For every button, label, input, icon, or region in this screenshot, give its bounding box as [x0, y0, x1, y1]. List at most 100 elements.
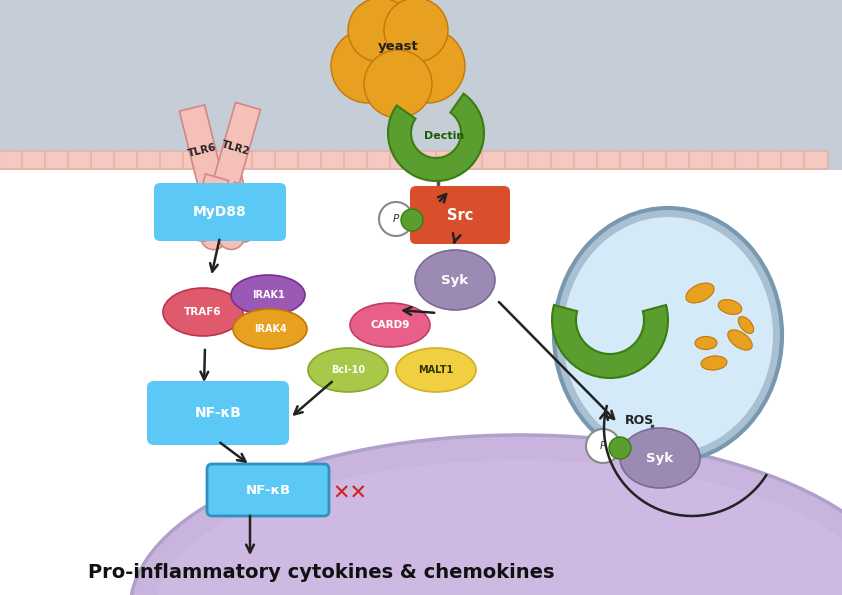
Text: NF-κB: NF-κB: [245, 484, 290, 496]
FancyBboxPatch shape: [45, 151, 69, 169]
Wedge shape: [552, 305, 668, 378]
Circle shape: [391, 29, 465, 103]
FancyBboxPatch shape: [147, 381, 289, 445]
FancyBboxPatch shape: [413, 151, 437, 169]
Polygon shape: [214, 102, 260, 186]
FancyBboxPatch shape: [183, 151, 207, 169]
FancyBboxPatch shape: [68, 151, 92, 169]
Ellipse shape: [189, 215, 216, 241]
Text: ✕✕: ✕✕: [333, 484, 367, 504]
Circle shape: [384, 0, 448, 62]
Polygon shape: [195, 174, 228, 220]
Circle shape: [331, 29, 405, 103]
FancyBboxPatch shape: [91, 151, 115, 169]
Ellipse shape: [350, 303, 430, 347]
Circle shape: [401, 209, 423, 231]
Ellipse shape: [308, 348, 388, 392]
FancyBboxPatch shape: [643, 151, 667, 169]
Polygon shape: [179, 105, 224, 189]
Ellipse shape: [695, 337, 717, 349]
FancyBboxPatch shape: [0, 151, 23, 169]
Wedge shape: [388, 93, 484, 181]
FancyBboxPatch shape: [459, 151, 483, 169]
Ellipse shape: [701, 356, 727, 370]
Ellipse shape: [218, 224, 244, 249]
FancyBboxPatch shape: [410, 186, 510, 244]
FancyBboxPatch shape: [114, 151, 138, 169]
FancyBboxPatch shape: [758, 151, 782, 169]
Ellipse shape: [718, 299, 742, 314]
Ellipse shape: [563, 217, 773, 453]
Ellipse shape: [554, 208, 782, 462]
FancyBboxPatch shape: [252, 151, 276, 169]
FancyBboxPatch shape: [298, 151, 322, 169]
Text: Bcl-10: Bcl-10: [331, 365, 365, 375]
Text: NF-κB: NF-κB: [195, 406, 242, 420]
Circle shape: [379, 202, 413, 236]
Text: yeast: yeast: [377, 39, 418, 52]
Text: TLR2: TLR2: [221, 139, 251, 157]
Circle shape: [364, 50, 432, 118]
Ellipse shape: [230, 217, 256, 242]
Ellipse shape: [686, 283, 714, 303]
Text: Syk: Syk: [647, 452, 674, 465]
Ellipse shape: [738, 317, 754, 333]
Polygon shape: [223, 182, 258, 228]
FancyBboxPatch shape: [735, 151, 759, 169]
Ellipse shape: [163, 288, 243, 336]
Ellipse shape: [130, 435, 842, 595]
FancyBboxPatch shape: [528, 151, 552, 169]
Ellipse shape: [727, 330, 752, 350]
FancyBboxPatch shape: [689, 151, 713, 169]
Polygon shape: [218, 175, 252, 221]
FancyBboxPatch shape: [344, 151, 368, 169]
FancyBboxPatch shape: [22, 151, 46, 169]
Text: Syk: Syk: [441, 274, 468, 287]
Text: P: P: [393, 214, 399, 224]
Ellipse shape: [200, 224, 226, 249]
FancyBboxPatch shape: [712, 151, 736, 169]
Text: IRAK4: IRAK4: [253, 324, 286, 334]
FancyBboxPatch shape: [505, 151, 529, 169]
FancyBboxPatch shape: [620, 151, 644, 169]
Text: TLR6: TLR6: [187, 142, 218, 159]
FancyBboxPatch shape: [551, 151, 575, 169]
Ellipse shape: [233, 309, 307, 349]
Bar: [0, 170, 842, 595]
FancyBboxPatch shape: [160, 151, 184, 169]
Text: Pro-inflammatory cytokines & chemokines: Pro-inflammatory cytokines & chemokines: [88, 562, 555, 581]
Ellipse shape: [415, 250, 495, 310]
FancyBboxPatch shape: [206, 151, 230, 169]
FancyBboxPatch shape: [597, 151, 621, 169]
FancyBboxPatch shape: [666, 151, 690, 169]
Text: MyD88: MyD88: [193, 205, 247, 219]
Text: Src: Src: [447, 208, 473, 223]
FancyBboxPatch shape: [321, 151, 345, 169]
FancyBboxPatch shape: [137, 151, 161, 169]
FancyBboxPatch shape: [390, 151, 414, 169]
Text: Dectin: Dectin: [424, 131, 464, 141]
Polygon shape: [189, 182, 222, 228]
Text: CARD9: CARD9: [370, 320, 410, 330]
Circle shape: [348, 0, 412, 62]
FancyBboxPatch shape: [275, 151, 299, 169]
FancyBboxPatch shape: [367, 151, 391, 169]
Text: P: P: [600, 441, 606, 451]
Ellipse shape: [620, 428, 700, 488]
Circle shape: [586, 429, 620, 463]
FancyBboxPatch shape: [804, 151, 828, 169]
Text: MALT1: MALT1: [418, 365, 454, 375]
Text: ROS: ROS: [626, 414, 654, 427]
FancyBboxPatch shape: [229, 151, 253, 169]
Ellipse shape: [155, 460, 842, 595]
Ellipse shape: [231, 275, 305, 315]
FancyBboxPatch shape: [781, 151, 805, 169]
Text: IRAK1: IRAK1: [252, 290, 285, 300]
Circle shape: [348, 0, 448, 98]
Text: TRAF6: TRAF6: [184, 307, 221, 317]
FancyBboxPatch shape: [436, 151, 460, 169]
Bar: [0, 0, 842, 170]
Ellipse shape: [396, 348, 476, 392]
Circle shape: [609, 437, 631, 459]
FancyBboxPatch shape: [207, 464, 329, 516]
